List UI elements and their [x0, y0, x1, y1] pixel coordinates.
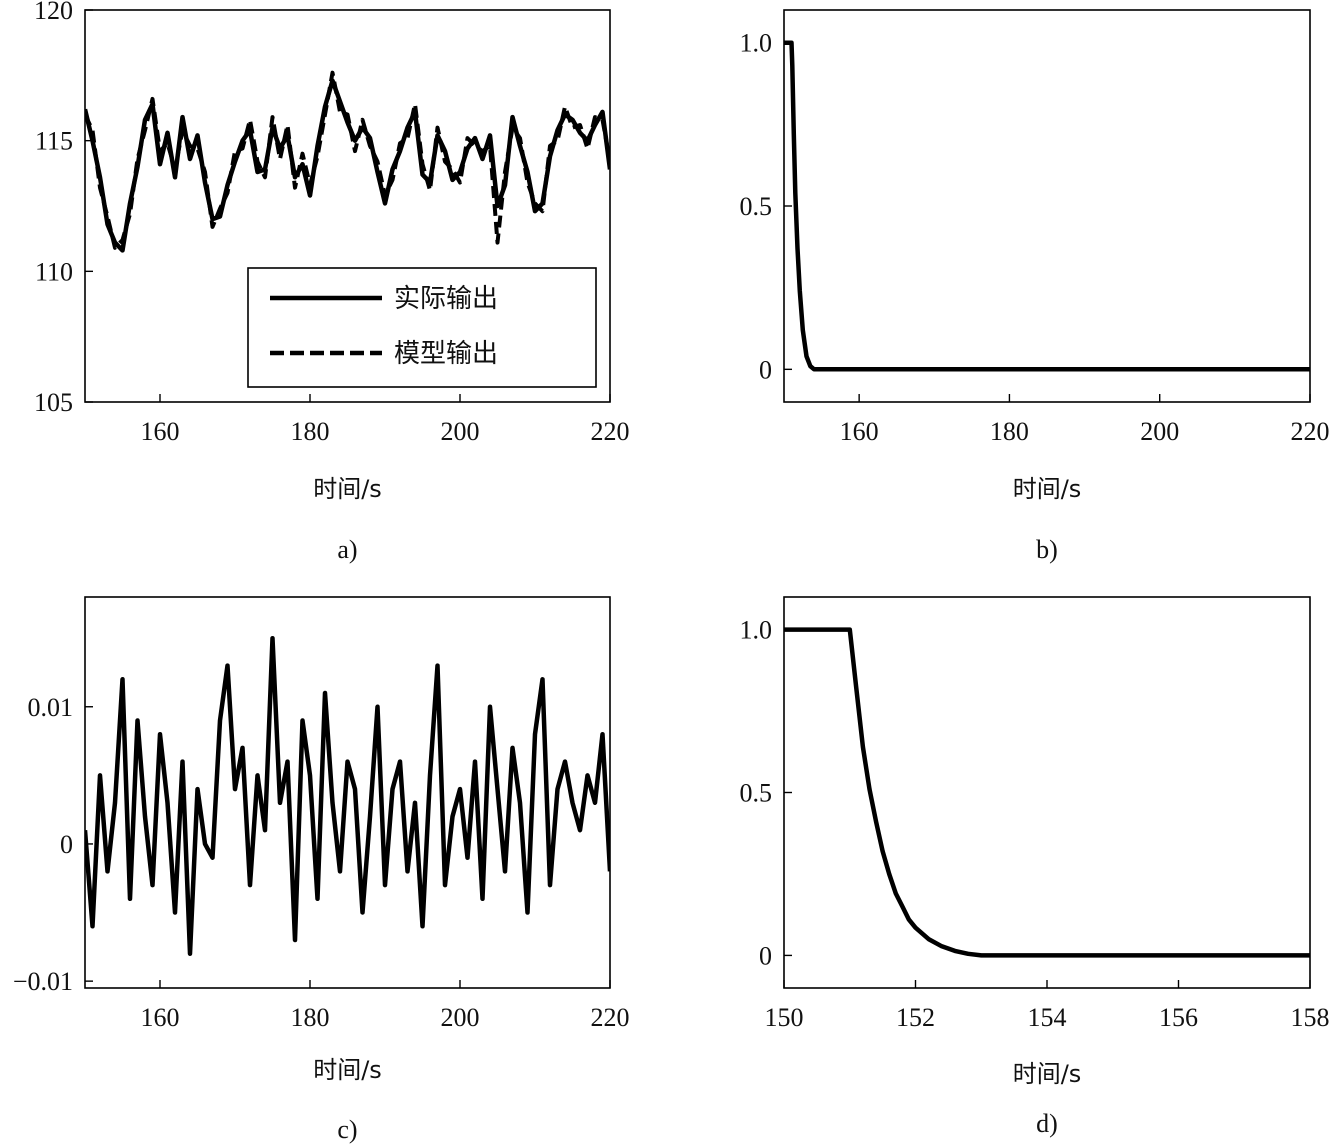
x-tick-label: 220: [1291, 417, 1330, 446]
x-tick-label: 220: [591, 1003, 630, 1032]
y-tick-label: 0.01: [28, 693, 74, 722]
x-tick-label: 160: [840, 417, 879, 446]
y-tick-label: 115: [35, 127, 73, 156]
series-line-dashed: [85, 70, 610, 250]
legend-box: [247, 267, 597, 388]
plot-frame: [783, 596, 1311, 989]
panel-label: c): [337, 1115, 357, 1144]
x-tick-label: 160: [141, 417, 180, 446]
x-axis-title: 时间/s: [313, 475, 382, 503]
x-tick-label: 200: [441, 417, 480, 446]
x-axis-title: 时间/s: [313, 1056, 382, 1084]
x-tick-label: 180: [291, 417, 330, 446]
x-tick-label: 152: [896, 1003, 935, 1032]
panel-b: 160 180 200 220 0 0.5 1.0 时间/s b): [740, 9, 1330, 564]
legend-label: 实际输出: [394, 284, 498, 314]
series-line: [784, 627, 1310, 958]
y-tick-label: 120: [34, 0, 73, 25]
y-tick-label: 105: [34, 388, 73, 417]
panel-c: 160 180 200 220 −0.01 0 0.01 时间/s c): [13, 596, 630, 1144]
x-tick-label: 220: [591, 417, 630, 446]
x-tick-label: 158: [1291, 1003, 1330, 1032]
panel-label: a): [337, 535, 357, 564]
series-line: [85, 78, 610, 253]
y-tick-label: −0.01: [13, 967, 73, 996]
y-tick-label: 1.0: [740, 616, 773, 645]
y-tick-label: 1.0: [740, 29, 773, 58]
y-tick-label: 0.5: [740, 192, 773, 221]
x-tick-label: 154: [1028, 1003, 1067, 1032]
x-tick-label: 150: [765, 1003, 804, 1032]
plot-frame: [84, 596, 611, 989]
x-tick-label: 200: [1140, 417, 1179, 446]
y-tick-label: 0: [759, 941, 772, 970]
x-tick-label: 180: [990, 417, 1029, 446]
y-tick-label: 110: [35, 257, 73, 286]
plot-frame: [783, 9, 1311, 403]
y-tick-label: 0.5: [740, 779, 773, 808]
x-tick-label: 180: [291, 1003, 330, 1032]
x-axis-title: 时间/s: [1013, 1060, 1082, 1088]
plot-frame: [84, 9, 611, 403]
legend-label: 模型输出: [394, 339, 498, 369]
panel-label: d): [1036, 1109, 1058, 1138]
x-tick-label: 160: [141, 1003, 180, 1032]
x-tick-label: 156: [1159, 1003, 1198, 1032]
x-tick-label: 200: [441, 1003, 480, 1032]
y-tick-label: 0: [60, 830, 73, 859]
y-tick-label: 0: [759, 355, 772, 384]
x-axis-title: 时间/s: [1013, 475, 1082, 503]
series-line: [784, 40, 1310, 372]
series-line: [85, 635, 610, 956]
panel-label: b): [1036, 535, 1058, 564]
panel-d: 150 152 154 156 158 0 0.5 1.0 时间/s d): [740, 596, 1330, 1138]
